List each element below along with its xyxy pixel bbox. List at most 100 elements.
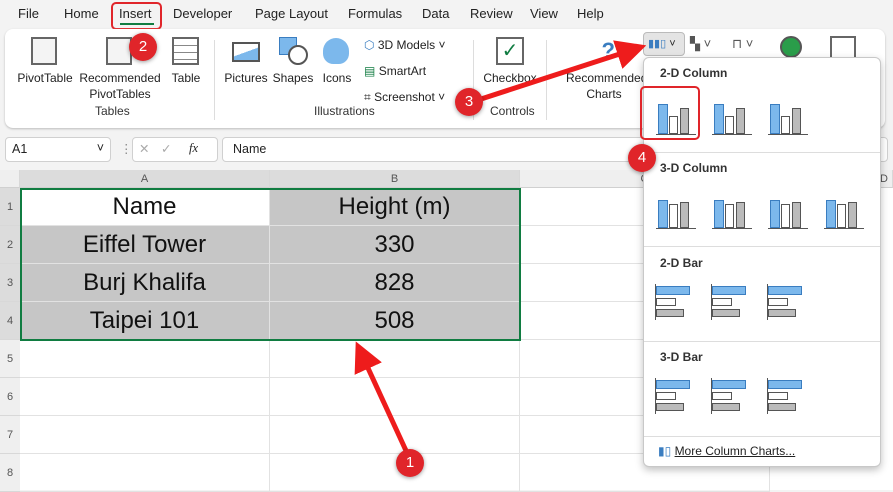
cell[interactable]: 828	[270, 264, 520, 302]
chart-type-2d-bar-1[interactable]	[652, 282, 700, 328]
column-chart-icon: ▮▯	[658, 444, 672, 458]
formula-controls: ✕ ✓ fx	[132, 137, 218, 162]
row-header[interactable]: 1	[0, 188, 20, 226]
table-icon	[172, 37, 199, 65]
chart-type-2d-column-1[interactable]	[652, 92, 700, 138]
label: PivotTables	[89, 87, 151, 101]
shapes-button[interactable]: Shapes	[272, 71, 314, 85]
chart-type-3d-bar-1[interactable]	[652, 376, 700, 422]
cell[interactable]: 508	[270, 302, 520, 340]
label: More Column Charts...	[674, 444, 796, 458]
cancel-icon[interactable]: ✕	[139, 142, 150, 156]
name-box-value: A1	[12, 142, 28, 156]
name-box[interactable]: A1 ˅	[5, 137, 111, 162]
icons-icon	[323, 38, 349, 64]
smartart-button[interactable]: ▤ SmartArt	[364, 63, 426, 79]
column-header-a[interactable]: A	[20, 170, 270, 188]
chart-type-3d-column-4[interactable]	[820, 186, 868, 232]
icons-button[interactable]: Icons	[322, 71, 352, 85]
column-chart-icon: ▮▮▯	[648, 38, 667, 50]
divider	[473, 40, 474, 120]
row-header[interactable]: 3	[0, 264, 20, 302]
column-header-b[interactable]: B	[270, 170, 520, 188]
label: SmartArt	[378, 64, 427, 78]
chart-type-2d-column-3[interactable]	[764, 92, 812, 138]
recommended-pivottables-button[interactable]: Recommended PivotTables	[76, 70, 164, 102]
chart-type-2d-column-2[interactable]	[708, 92, 756, 138]
cell[interactable]: Eiffel Tower	[20, 226, 270, 264]
more-icon: ⋮	[120, 142, 133, 156]
select-all[interactable]	[0, 170, 20, 188]
cell[interactable]	[20, 340, 270, 378]
divider	[644, 152, 880, 153]
step-badge-4: 4	[628, 144, 656, 172]
pictures-icon	[232, 42, 260, 62]
screenshot-button[interactable]: ⌗ Screenshot ˅	[364, 90, 446, 104]
chart-type-3d-column-2[interactable]	[708, 186, 756, 232]
cell[interactable]: Burj Khalifa	[20, 264, 270, 302]
clustered-column-highlight-box	[640, 86, 700, 140]
arrow-3	[477, 40, 647, 103]
tab-insert[interactable]: Insert	[119, 6, 152, 21]
cell[interactable]	[270, 378, 520, 416]
cube-icon: ⬡	[364, 38, 375, 52]
divider	[214, 40, 215, 120]
chart-type-3d-column-3[interactable]	[764, 186, 812, 232]
chart-type-3d-bar-2[interactable]	[708, 376, 756, 422]
3d-models-button[interactable]: ⬡ 3D Models ˅	[364, 38, 446, 52]
group-illustrations: Illustrations	[314, 104, 375, 118]
pictures-button[interactable]: Pictures	[224, 71, 268, 85]
label: Recommended	[566, 71, 648, 85]
row-header[interactable]: 4	[0, 302, 20, 340]
screenshot-icon: ⌗	[364, 90, 371, 104]
tab-home[interactable]: Home	[64, 6, 99, 21]
cell[interactable]: 330	[270, 226, 520, 264]
active-tab-underline	[120, 23, 154, 25]
hierarchy-chart-button[interactable]: ▚ ˅	[690, 36, 712, 51]
tab-developer[interactable]: Developer	[173, 6, 233, 21]
row-header[interactable]: 5	[0, 340, 20, 378]
row-header[interactable]: 2	[0, 226, 20, 264]
formula-value: Name	[233, 142, 267, 156]
tab-file[interactable]: File	[18, 6, 39, 21]
tab-review[interactable]: Review	[470, 6, 513, 21]
tab-page-layout[interactable]: Page Layout	[255, 6, 329, 21]
tab-formulas[interactable]: Formulas	[348, 6, 403, 21]
pivottable-icon	[31, 37, 57, 65]
cell[interactable]	[20, 416, 270, 454]
label: Screenshot	[374, 90, 435, 104]
tab-data[interactable]: Data	[422, 6, 450, 21]
insert-function-button[interactable]: fx	[189, 141, 199, 155]
chart-type-2d-bar-3[interactable]	[764, 282, 812, 328]
divider	[644, 246, 880, 247]
tab-view[interactable]: View	[530, 6, 558, 21]
more-column-charts-link[interactable]: ▮▯ More Column Charts...	[658, 444, 795, 458]
section-2d-bar: 2-D Bar	[660, 256, 703, 270]
row-header[interactable]: 7	[0, 416, 20, 454]
chevron-down-icon: ˅	[96, 141, 104, 155]
divider	[644, 436, 880, 437]
step-badge-3: 3	[455, 88, 483, 116]
divider	[644, 341, 880, 342]
waterfall-chart-button[interactable]: ⊓ ˅	[732, 36, 754, 51]
recommended-charts-button[interactable]: Recommended Charts	[566, 70, 647, 102]
step-badge-1: 1	[396, 449, 424, 477]
cell[interactable]: Taipei 101	[20, 302, 270, 340]
chart-type-3d-bar-3[interactable]	[764, 376, 812, 422]
cell[interactable]: Height (m)	[270, 188, 520, 226]
checkbox-button[interactable]: Checkbox	[483, 71, 537, 85]
cell[interactable]: Name	[20, 188, 270, 226]
pivottable-button[interactable]: PivotTable	[17, 71, 73, 85]
chart-type-2d-bar-2[interactable]	[708, 282, 756, 328]
cell[interactable]	[270, 340, 520, 378]
smartart-icon: ▤	[364, 64, 376, 78]
selection-border	[20, 188, 521, 341]
tab-help[interactable]: Help	[577, 6, 604, 21]
column-chart-dropdown-button[interactable]: ▮▮▯ ˅	[643, 32, 685, 56]
table-button[interactable]: Table	[171, 71, 201, 85]
row-header[interactable]: 6	[0, 378, 20, 416]
enter-icon[interactable]: ✓	[161, 142, 172, 156]
chart-type-3d-column-1[interactable]	[652, 186, 700, 232]
cell[interactable]	[270, 416, 520, 454]
cell[interactable]	[20, 378, 270, 416]
